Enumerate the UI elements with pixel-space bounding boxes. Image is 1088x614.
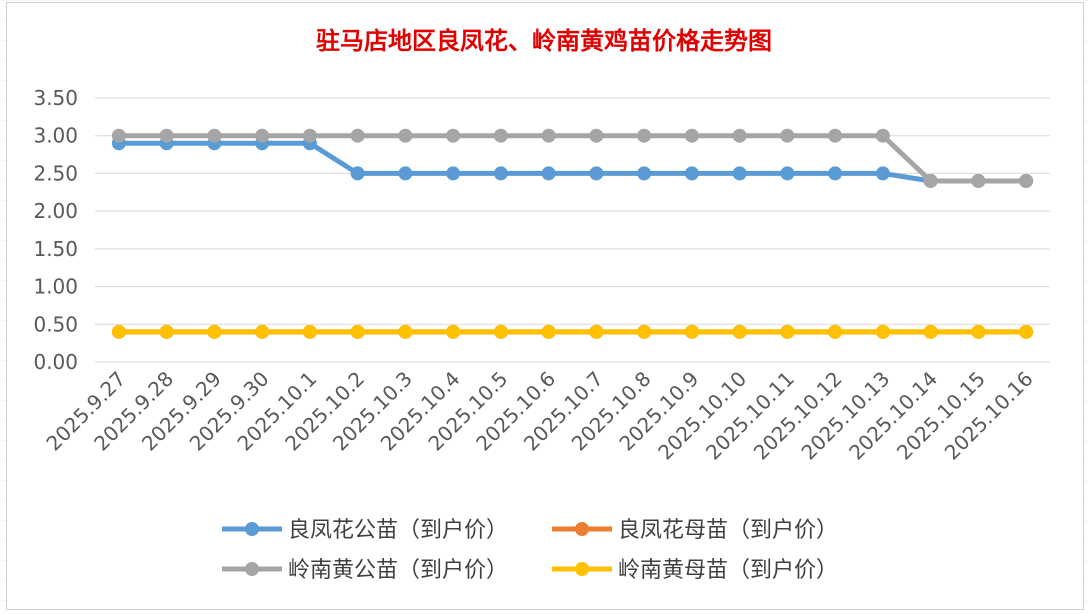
data-point (446, 324, 461, 339)
data-point (446, 166, 461, 181)
y-tick-label: 0.00 (33, 350, 78, 374)
data-point (875, 324, 890, 339)
chart-frame (6, 2, 1084, 610)
data-point (637, 324, 652, 339)
data-point (923, 173, 938, 188)
legend-label: 良凤花公苗（到户价） (288, 518, 508, 543)
data-point (350, 166, 365, 181)
data-point (493, 128, 508, 143)
legend-label: 岭南黄公苗（到户价） (288, 558, 508, 583)
legend-label: 良凤花母苗（到户价） (618, 518, 838, 543)
data-point (875, 166, 890, 181)
y-tick-label: 3.50 (33, 86, 78, 110)
data-point (732, 166, 747, 181)
data-point (828, 324, 843, 339)
y-tick-label: 1.50 (33, 237, 78, 261)
y-tick-label: 1.00 (33, 275, 78, 299)
legend-marker (245, 562, 259, 576)
data-point (159, 128, 174, 143)
data-point (684, 324, 699, 339)
legend-marker (245, 522, 259, 536)
y-axis-ticks: 0.00 0.50 1.00 1.50 2.00 2.50 3.00 3.50 (33, 86, 78, 374)
data-point (589, 166, 604, 181)
series-lines (111, 128, 1034, 339)
data-point (302, 128, 317, 143)
data-point (923, 324, 938, 339)
y-tick-label: 3.00 (33, 124, 78, 148)
data-point (493, 166, 508, 181)
data-point (398, 128, 413, 143)
data-point (207, 324, 222, 339)
data-point (159, 324, 174, 339)
data-point (255, 128, 270, 143)
data-point (446, 128, 461, 143)
data-point (971, 324, 986, 339)
series-line-3 (118, 133, 1027, 184)
data-point (111, 324, 126, 339)
x-axis-ticks: 2025.9.272025.9.282025.9.292025.9.302025… (41, 367, 1037, 465)
data-point (589, 324, 604, 339)
data-point (207, 128, 222, 143)
y-tick-label: 2.50 (33, 161, 78, 185)
chart-title: 驻马店地区良凤花、岭南黄鸡苗价格走势图 (316, 27, 772, 55)
data-point (255, 324, 270, 339)
legend-marker (575, 522, 589, 536)
data-point (780, 166, 795, 181)
y-tick-label: 2.00 (33, 199, 78, 223)
data-point (111, 128, 126, 143)
series-line-1 (118, 140, 1027, 184)
data-point (541, 166, 556, 181)
data-point (732, 324, 747, 339)
data-point (589, 128, 604, 143)
data-point (541, 128, 556, 143)
data-point (1019, 324, 1034, 339)
data-point (302, 324, 317, 339)
data-point (875, 128, 890, 143)
data-point (398, 166, 413, 181)
data-point (780, 128, 795, 143)
data-point (398, 324, 413, 339)
data-point (828, 128, 843, 143)
data-point (350, 324, 365, 339)
data-point (684, 166, 699, 181)
data-point (971, 173, 986, 188)
data-point (1019, 173, 1034, 188)
y-tick-label: 0.50 (33, 312, 78, 336)
data-point (732, 128, 747, 143)
data-point (350, 128, 365, 143)
data-point (684, 128, 699, 143)
legend-label: 岭南黄母苗（到户价） (618, 558, 838, 583)
data-point (780, 324, 795, 339)
data-point (637, 166, 652, 181)
data-point (828, 166, 843, 181)
data-point (637, 128, 652, 143)
data-point (493, 324, 508, 339)
legend-marker (575, 562, 589, 576)
data-point (541, 324, 556, 339)
legend: 良凤花公苗（到户价） 良凤花母苗（到户价） 岭南黄公苗（到户价） 岭南黄母苗（到户价） (222, 518, 838, 583)
